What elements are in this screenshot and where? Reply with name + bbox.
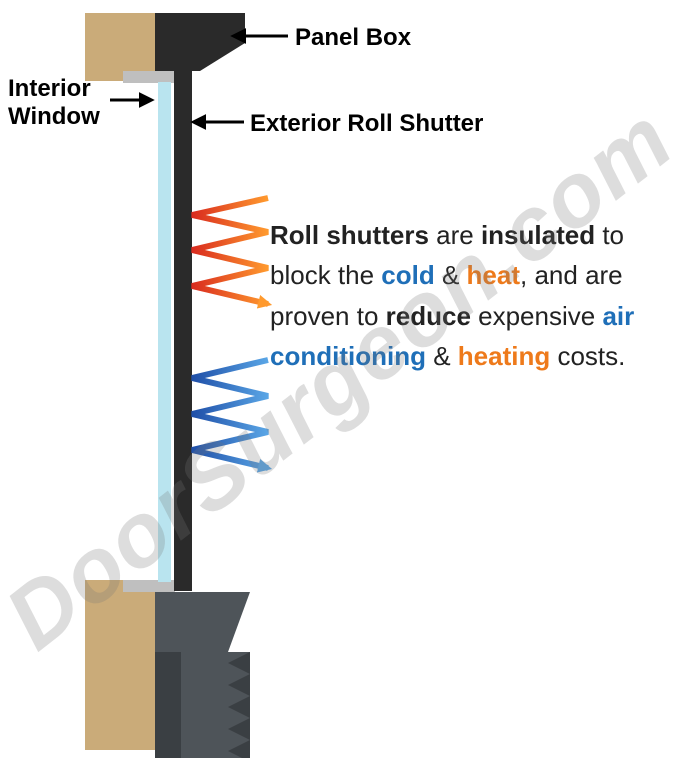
label-panel-box: Panel Box bbox=[295, 24, 411, 52]
description-text: Roll shutters are insulated to block the… bbox=[270, 215, 670, 376]
label-exterior-shutter: Exterior Roll Shutter bbox=[250, 110, 483, 138]
label-interior-window: InteriorWindow bbox=[8, 75, 100, 130]
